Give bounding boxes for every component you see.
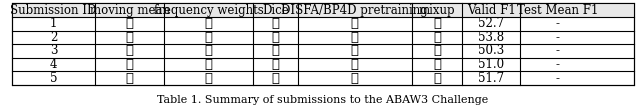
Text: frequency weights: frequency weights: [154, 4, 264, 17]
Text: 1: 1: [50, 17, 57, 30]
Text: -: -: [556, 72, 559, 85]
Text: ✗: ✗: [205, 72, 213, 85]
Text: moving mean: moving mean: [90, 4, 170, 17]
Bar: [12, 3, 634, 17]
Text: ✓: ✓: [271, 58, 280, 71]
Text: ✗: ✗: [351, 31, 358, 44]
Text: Valid F1: Valid F1: [467, 4, 515, 17]
Text: Dice: Dice: [262, 4, 289, 17]
Text: -: -: [556, 17, 559, 30]
Text: ✗: ✗: [205, 58, 213, 71]
Text: ✓: ✓: [351, 58, 358, 71]
Text: -: -: [556, 58, 559, 71]
Bar: [12, 3, 634, 85]
Text: ✓: ✓: [433, 17, 441, 30]
Text: ✓: ✓: [125, 44, 134, 57]
Text: ✗: ✗: [125, 17, 134, 30]
Text: ✓: ✓: [271, 72, 280, 85]
Text: 4: 4: [50, 58, 58, 71]
Text: ✓: ✓: [125, 72, 134, 85]
Text: DISFA/BP4D pretraining: DISFA/BP4D pretraining: [282, 4, 428, 17]
Text: Test Mean F1: Test Mean F1: [517, 4, 598, 17]
Text: 2: 2: [50, 31, 57, 44]
Text: 53.8: 53.8: [478, 31, 504, 44]
Text: ✓: ✓: [351, 44, 358, 57]
Text: -: -: [556, 44, 559, 57]
Text: ✓: ✓: [271, 17, 280, 30]
Text: ✓: ✓: [433, 72, 441, 85]
Text: ✓: ✓: [205, 31, 213, 44]
Text: ✗: ✗: [271, 44, 280, 57]
Text: -: -: [556, 31, 559, 44]
Text: 3: 3: [50, 44, 58, 57]
Text: ✓: ✓: [205, 17, 213, 30]
Text: mixup: mixup: [419, 4, 456, 17]
Text: ✓: ✓: [433, 31, 441, 44]
Text: 51.7: 51.7: [478, 72, 504, 85]
Text: 5: 5: [50, 72, 58, 85]
Text: ✓: ✓: [125, 58, 134, 71]
Text: ✗: ✗: [433, 58, 441, 71]
Text: ✗: ✗: [351, 17, 358, 30]
Text: 51.0: 51.0: [478, 58, 504, 71]
Text: ✓: ✓: [351, 72, 358, 85]
Text: 52.7: 52.7: [478, 17, 504, 30]
Text: Submission ID: Submission ID: [10, 4, 97, 17]
Text: 50.3: 50.3: [478, 44, 504, 57]
Text: Table 1. Summary of submissions to the ABAW3 Challenge: Table 1. Summary of submissions to the A…: [157, 95, 488, 105]
Text: ✗: ✗: [205, 44, 213, 57]
Text: ✗: ✗: [433, 44, 441, 57]
Text: ✓: ✓: [271, 31, 280, 44]
Text: ✓: ✓: [125, 31, 134, 44]
